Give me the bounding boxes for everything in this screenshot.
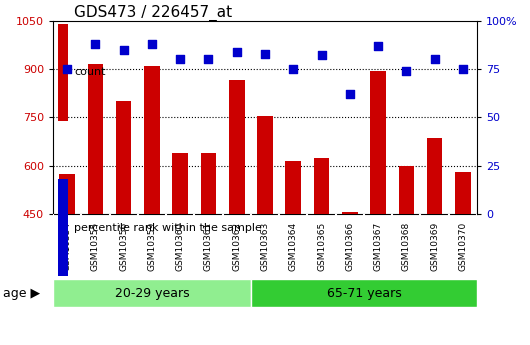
Text: 20-29 years: 20-29 years xyxy=(114,287,189,300)
Text: percentile rank within the sample: percentile rank within the sample xyxy=(74,223,262,233)
Bar xyxy=(53,279,251,307)
Bar xyxy=(251,279,477,307)
Text: GSM10356: GSM10356 xyxy=(119,222,128,271)
Bar xyxy=(229,80,244,345)
Text: GDS473 / 226457_at: GDS473 / 226457_at xyxy=(74,4,232,21)
Text: age ▶: age ▶ xyxy=(3,287,40,300)
Bar xyxy=(399,166,414,345)
Bar xyxy=(286,161,301,345)
Bar xyxy=(58,24,68,121)
Text: 65-71 years: 65-71 years xyxy=(326,287,401,300)
Bar xyxy=(314,158,329,345)
Bar xyxy=(58,179,68,276)
Point xyxy=(204,57,213,62)
Point xyxy=(374,43,382,49)
Point xyxy=(402,68,411,74)
Point xyxy=(289,66,297,72)
Bar xyxy=(257,116,273,345)
Point xyxy=(346,91,354,97)
Point xyxy=(233,49,241,55)
Text: GSM10365: GSM10365 xyxy=(317,222,326,271)
Text: GSM10359: GSM10359 xyxy=(147,222,156,271)
Point xyxy=(317,53,326,58)
Bar xyxy=(201,153,216,345)
Text: GSM10354: GSM10354 xyxy=(63,222,72,271)
Point xyxy=(148,41,156,47)
Text: GSM10364: GSM10364 xyxy=(289,222,298,271)
Bar xyxy=(59,174,75,345)
Text: GSM10366: GSM10366 xyxy=(346,222,354,271)
Text: GSM10361: GSM10361 xyxy=(204,222,213,271)
Bar xyxy=(455,172,471,345)
Bar xyxy=(116,101,131,345)
Text: GSM10363: GSM10363 xyxy=(261,222,269,271)
Text: GSM10355: GSM10355 xyxy=(91,222,100,271)
Point xyxy=(458,66,467,72)
Point xyxy=(261,51,269,56)
Bar xyxy=(87,64,103,345)
Text: GSM10362: GSM10362 xyxy=(232,222,241,271)
Point xyxy=(119,47,128,52)
Bar xyxy=(144,66,160,345)
Point xyxy=(91,41,100,47)
Text: GSM10370: GSM10370 xyxy=(458,222,467,271)
Text: GSM10369: GSM10369 xyxy=(430,222,439,271)
Point xyxy=(63,66,72,72)
Text: GSM10367: GSM10367 xyxy=(374,222,383,271)
Bar xyxy=(342,212,358,345)
Bar xyxy=(370,71,386,345)
Bar xyxy=(427,138,443,345)
Bar xyxy=(172,153,188,345)
Text: GSM10368: GSM10368 xyxy=(402,222,411,271)
Point xyxy=(176,57,184,62)
Text: GSM10360: GSM10360 xyxy=(176,222,184,271)
Text: count: count xyxy=(74,68,105,77)
Point xyxy=(430,57,439,62)
